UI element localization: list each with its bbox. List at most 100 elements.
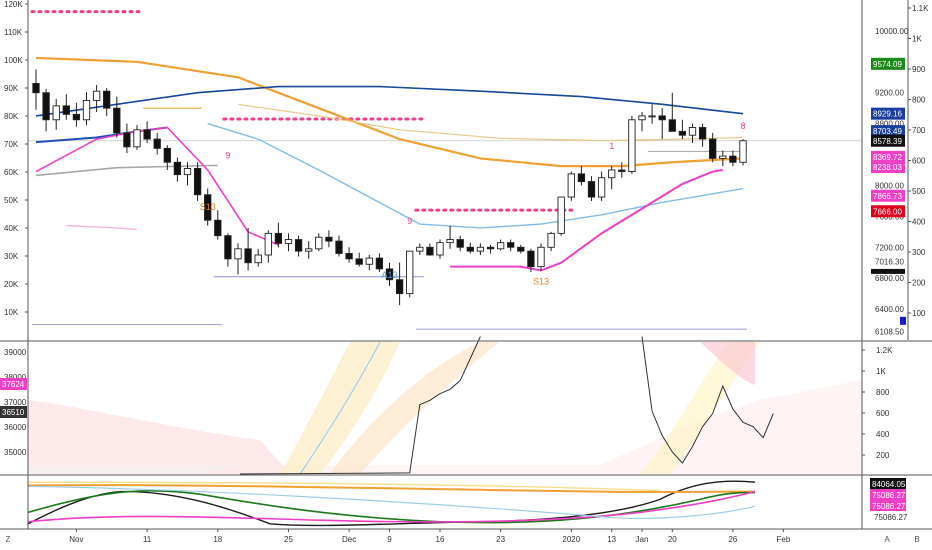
price-label: 8703.49 <box>873 127 902 136</box>
candle <box>204 194 212 221</box>
volume-lines-panel <box>27 480 756 527</box>
price-label-box <box>871 161 905 174</box>
panel2-label-box <box>0 406 27 418</box>
candle <box>335 240 343 254</box>
candle <box>325 236 333 242</box>
signal-label: A13 <box>381 270 397 280</box>
panel2-label: 36510 <box>2 408 25 417</box>
signal-label: 9 <box>225 150 230 160</box>
x-axis-tick: 13 <box>607 535 616 544</box>
x-axis-tick: Dec <box>342 535 356 544</box>
candle <box>709 138 717 159</box>
candle <box>517 246 525 252</box>
panel3-label-box <box>870 478 906 489</box>
candle <box>163 147 171 163</box>
right-volume-tick: 100 <box>912 309 926 318</box>
x-axis-tick: Nov <box>69 535 83 544</box>
panel3-pink-line <box>27 490 756 523</box>
panel2-left-tick: 38000 <box>4 373 27 382</box>
price-label: 7016.30 <box>875 257 904 266</box>
signal-label: 9 <box>407 216 412 226</box>
candle <box>729 155 737 163</box>
candle <box>193 168 202 196</box>
left-axis-tick: 70K <box>4 140 19 149</box>
candle <box>587 181 596 198</box>
panel2-right-tick: 800 <box>876 388 890 397</box>
oscillator-blue-curve <box>299 341 381 475</box>
moving-average-gray <box>35 164 218 177</box>
panel2-left-tick: 37000 <box>4 398 27 407</box>
candle <box>153 138 161 149</box>
candle <box>577 173 586 183</box>
candle <box>183 168 192 176</box>
left-axis-tick: 100K <box>4 56 23 65</box>
price-label: 7866.73 <box>873 192 902 201</box>
right-axis-tick: 10000.00 <box>875 27 909 36</box>
panel3-label: 84064.05 <box>872 480 906 489</box>
oscillator-fill-pink <box>28 400 290 474</box>
candle <box>72 113 81 121</box>
candle <box>436 242 444 256</box>
price-label-box <box>871 107 905 120</box>
x-axis-tick: 25 <box>284 535 293 544</box>
signal-label: S13 <box>200 202 216 212</box>
candle <box>52 105 60 121</box>
candle <box>224 235 232 260</box>
right-volume-tick: 700 <box>912 126 926 135</box>
oscillator-fill-gray <box>28 465 240 474</box>
left-axis-tick: 90K <box>4 84 19 93</box>
panel2-left-tick: 36000 <box>4 423 27 432</box>
x-axis-tick: 23 <box>496 535 505 544</box>
panel3-green-line <box>27 489 756 524</box>
left-axis-tick: 10K <box>4 308 19 317</box>
candle <box>416 246 424 252</box>
right-axis-tick: 7200.00 <box>875 243 904 252</box>
right-volume-tick: 300 <box>912 248 926 257</box>
price-label: 6108.50 <box>875 328 904 337</box>
candle <box>557 196 565 234</box>
candle <box>456 239 464 248</box>
candle <box>688 127 697 136</box>
moving-average-line <box>66 224 138 231</box>
candle <box>92 90 101 101</box>
corner-a: A <box>884 535 890 544</box>
candle <box>214 219 222 237</box>
candle <box>547 232 555 248</box>
candle <box>42 92 50 121</box>
candle <box>739 140 747 163</box>
moving-average-line <box>35 85 744 117</box>
candle <box>395 279 404 295</box>
right-axis-tick: 8000.00 <box>875 181 904 190</box>
candle <box>385 268 394 281</box>
left-axis-tick: 30K <box>4 252 19 261</box>
candle <box>496 242 505 250</box>
candle <box>527 250 535 268</box>
candle <box>365 257 373 265</box>
price-label: 8929.16 <box>873 110 902 119</box>
right-volume-tick: 900 <box>912 65 926 74</box>
left-axis-tick: 20K <box>4 280 19 289</box>
candle <box>234 248 242 260</box>
candle <box>638 115 646 121</box>
candle <box>719 155 727 159</box>
pink-trend-line <box>450 169 723 272</box>
price-label: 8369.72 <box>873 153 902 162</box>
panel3-black-line <box>27 480 756 527</box>
moving-average-line <box>35 56 744 168</box>
corner-b: B <box>914 535 919 544</box>
panel2-right-tick: 400 <box>876 430 890 439</box>
candle <box>486 246 495 250</box>
candle <box>32 83 40 94</box>
right-axis-tick: 6400.00 <box>875 305 904 314</box>
oscillator-line-right <box>641 336 774 464</box>
x-axis-tick: 9 <box>387 535 392 544</box>
candle <box>113 107 121 134</box>
panel2-label-box <box>0 378 27 390</box>
signal-label: 1 <box>609 141 614 151</box>
right-axis-tick: 8800.00 <box>875 120 904 129</box>
candle <box>678 130 687 136</box>
left-axis-tick: 50K <box>4 196 19 205</box>
right-volume-tick: 600 <box>912 157 926 166</box>
oscillator-panel <box>28 336 862 475</box>
